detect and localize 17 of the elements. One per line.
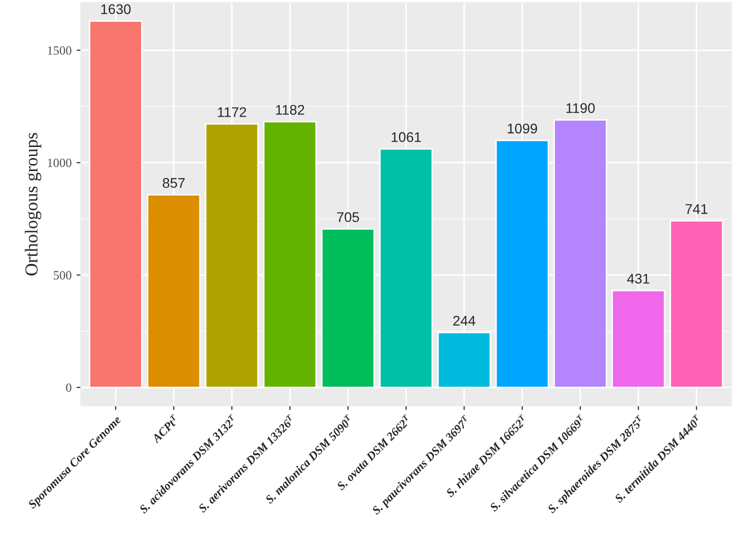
data-label: 1061 — [392, 132, 421, 142]
data-label: 1630 — [101, 4, 131, 14]
data-label: 1190 — [566, 103, 595, 114]
data-label: 1182 — [276, 104, 304, 115]
x-tick-label: ACPt$^{T}$ — [150, 414, 180, 444]
data-label: 431 — [627, 274, 650, 284]
y-tick-label: 1000 — [48, 158, 72, 168]
data-label: 1172 — [218, 107, 246, 117]
y-tick-label: 1500 — [48, 46, 72, 55]
y-axis-title: Orthologous groups — [24, 132, 42, 276]
data-label: 705 — [337, 212, 360, 222]
data-label: 741 — [686, 204, 708, 214]
data-label: 1099 — [508, 124, 538, 134]
y-tick-label: 0 — [66, 383, 72, 392]
data-label: 857 — [162, 178, 185, 188]
data-label: 244 — [453, 316, 476, 326]
y-tick-label: 500 — [54, 271, 72, 280]
